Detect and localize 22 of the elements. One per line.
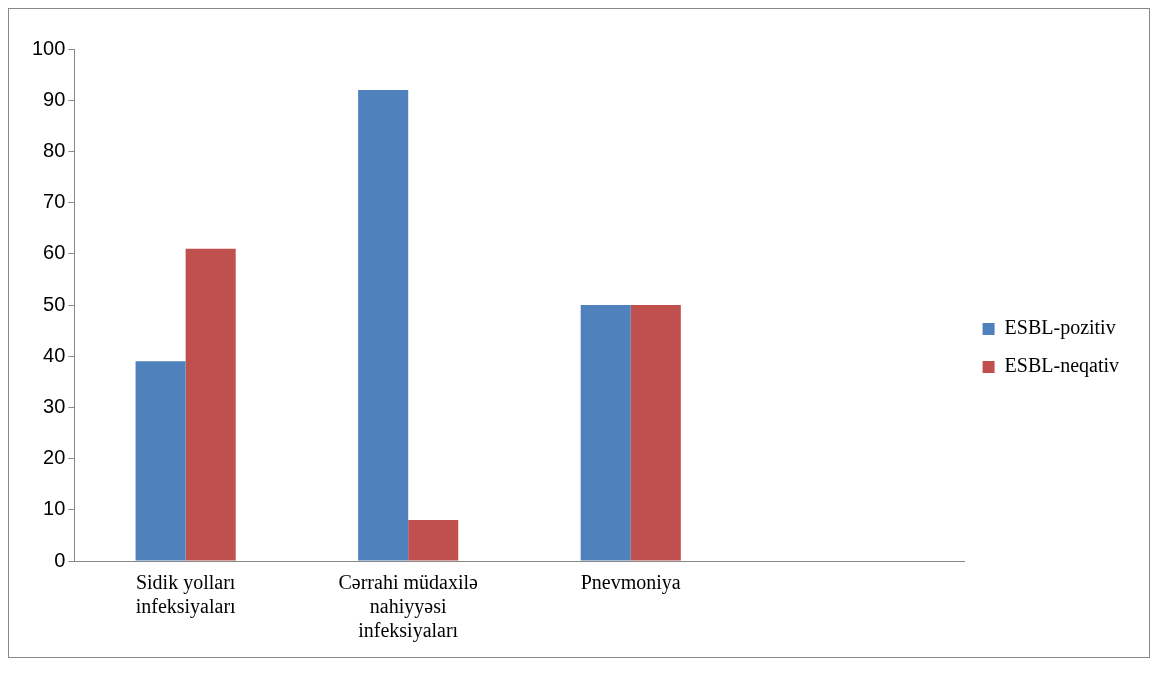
y-tick-label: 10	[43, 497, 66, 520]
bar	[630, 305, 681, 561]
bar	[580, 305, 631, 561]
bar	[185, 248, 236, 561]
y-tick-label: 90	[43, 87, 66, 110]
y-tick-label: 40	[43, 343, 66, 366]
y-tick-label: 30	[43, 394, 66, 417]
y-tick-label: 70	[43, 190, 66, 213]
bar	[358, 89, 409, 561]
y-tick-label: 0	[54, 548, 66, 571]
legend-label: ESBL-neqativ	[1004, 354, 1120, 378]
bar	[135, 361, 186, 561]
y-tick-label: 80	[43, 138, 66, 161]
y-tick-label: 50	[43, 292, 66, 315]
legend-label: ESBL-pozitiv	[1004, 316, 1116, 340]
bar	[408, 520, 459, 561]
y-tick-label: 60	[43, 241, 66, 264]
y-tick-label: 20	[43, 446, 66, 469]
x-tick-label: Sidik yolları infeksiyaları	[135, 571, 237, 619]
x-tick-label: Cərrahi müdaxilə nahiyyəsi infeksiyaları	[338, 571, 479, 643]
x-tick-label: Pnevmoniya	[580, 571, 681, 595]
y-tick-label: 100	[31, 36, 66, 59]
